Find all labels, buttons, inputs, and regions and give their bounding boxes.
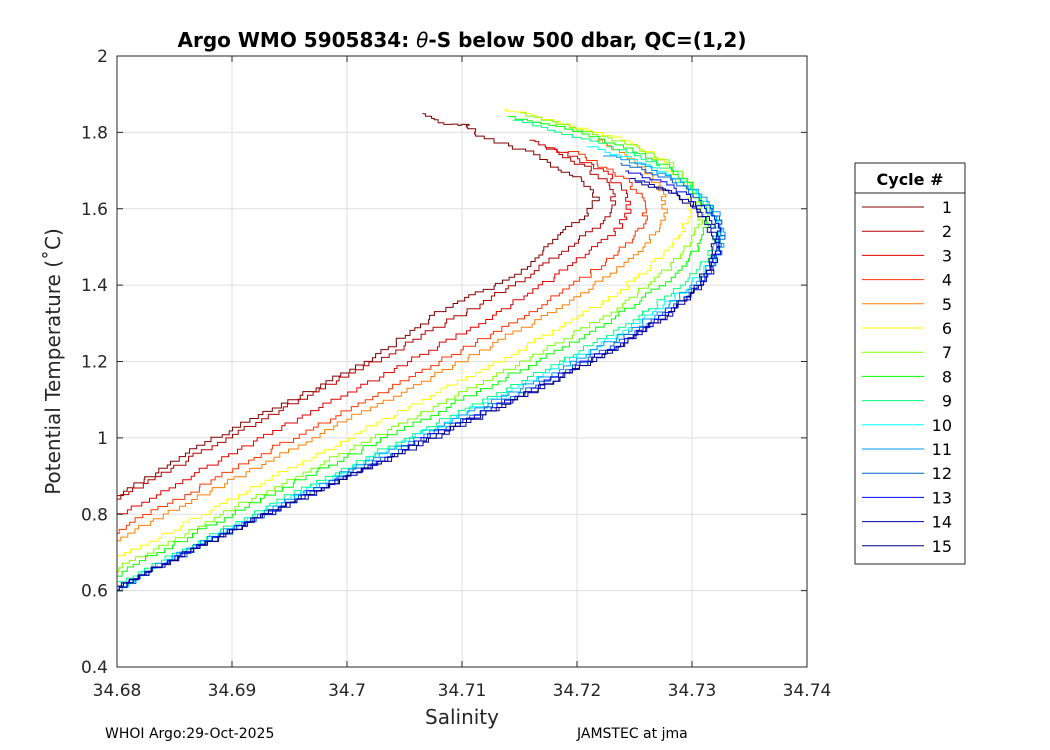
x-tick-label: 34.74: [783, 681, 832, 701]
legend-label: 5: [942, 295, 952, 314]
series-line-cycle-2: [117, 139, 617, 500]
series-line-cycle-7: [117, 112, 705, 573]
y-tick-label: 2: [97, 47, 108, 67]
x-tick-label: 34.72: [553, 681, 602, 701]
series-line-cycle-4: [117, 151, 648, 534]
series-line-cycle-8: [117, 116, 709, 577]
y-tick-label: 1: [97, 429, 108, 449]
y-tick-label: 1.4: [81, 276, 108, 296]
y-axis-label: Potential Temperature (˚C): [41, 228, 65, 495]
y-tick-label: 0.4: [81, 658, 108, 678]
y-tick-label: 1.2: [81, 353, 108, 373]
footer-source: WHOI Argo:29-Oct-2025: [105, 726, 275, 742]
legend-label: 8: [942, 367, 952, 386]
series-line-cycle-10: [117, 146, 723, 587]
series-line-cycle-12: [117, 163, 726, 592]
legend-title: Cycle #: [877, 170, 944, 189]
legend-label: 2: [942, 222, 952, 241]
series-line-cycle-1: [117, 113, 600, 497]
x-tick-label: 34.7: [328, 681, 366, 701]
series-line-cycle-6: [117, 108, 692, 557]
y-tick-label: 0.8: [81, 505, 108, 525]
legend-label: 15: [932, 537, 952, 556]
legend-label: 14: [932, 513, 952, 532]
y-tick-label: 1.6: [81, 200, 108, 220]
chart-title: Argo WMO 5905834: θ-S below 500 dbar, QC…: [178, 28, 747, 52]
x-tick-label: 34.71: [438, 681, 487, 701]
legend-label: 12: [932, 464, 952, 483]
legend-label: 13: [932, 488, 952, 507]
y-tick-label: 1.8: [81, 123, 108, 143]
legend-label: 1: [942, 198, 952, 217]
series-line-cycle-5: [117, 139, 668, 542]
legend-label: 10: [932, 416, 952, 435]
legend-label: 9: [942, 392, 952, 411]
axis-ticks: 34.68 34.69 34.7 34.71 34.72 34.73 34.74 0.4 0.6…: [81, 47, 831, 701]
legend-label: 11: [932, 440, 952, 459]
y-tick-label: 0.6: [81, 582, 108, 602]
series-line-cycle-15: [117, 181, 716, 587]
x-tick-label: 34.69: [208, 681, 257, 701]
series-line-cycle-3: [117, 147, 632, 515]
x-tick-label: 34.73: [668, 681, 717, 701]
footer-credit: JAMSTEC at jma: [577, 726, 688, 742]
legend-label: 4: [942, 271, 952, 290]
x-tick-label: 34.68: [93, 681, 142, 701]
x-axis-label: Salinity: [425, 705, 499, 729]
legend-label: 7: [942, 343, 952, 362]
series-line-cycle-14: [117, 178, 720, 591]
series-line-cycle-13: [117, 170, 722, 591]
series-layer: [117, 108, 726, 592]
series-line-cycle-9: [117, 119, 721, 583]
legend-label: 6: [942, 319, 952, 338]
legend-label: 3: [942, 246, 952, 265]
